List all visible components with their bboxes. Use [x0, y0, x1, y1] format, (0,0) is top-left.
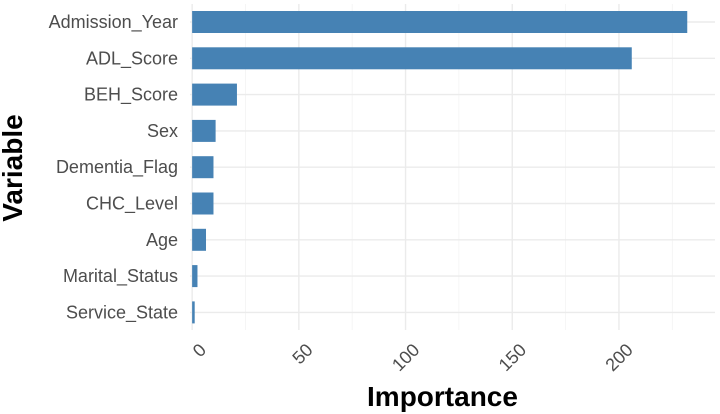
- y-tick-label: Age: [146, 230, 178, 250]
- x-axis-title: Importance: [367, 381, 518, 412]
- y-tick-label: CHC_Level: [86, 194, 178, 215]
- y-tick-labels: Admission_Year ADL_Score BEH_Score Sex Demen…: [49, 12, 178, 323]
- y-tick-label: BEH_Score: [84, 85, 178, 106]
- x-tick-label: 0: [189, 340, 210, 361]
- bar-age: [192, 228, 207, 251]
- bar-marital-status: [192, 265, 198, 288]
- y-tick-label: Service_State: [66, 302, 178, 323]
- bar-service-state: [192, 301, 195, 324]
- y-tick-label: Admission_Year: [49, 12, 178, 33]
- bar-beh-score: [192, 83, 237, 106]
- bar-chc-level: [192, 192, 214, 215]
- x-tick-label: 50: [288, 340, 316, 368]
- x-tick-label: 200: [601, 340, 636, 375]
- bar-admission-year: [192, 11, 688, 33]
- x-tick-label: 150: [495, 340, 530, 375]
- y-tick-label: ADL_Score: [86, 48, 178, 69]
- bar-dementia-flag: [192, 156, 214, 179]
- x-tick-labels: 0 50 100 150 200: [189, 340, 637, 375]
- bar-adl-score: [192, 47, 632, 70]
- y-tick-label: Dementia_Flag: [56, 157, 178, 178]
- y-axis-title: Variable: [0, 114, 28, 221]
- y-tick-label: Marital_Status: [63, 266, 178, 287]
- x-tick-label: 100: [388, 340, 423, 375]
- bar-sex: [192, 119, 216, 142]
- bars: [192, 11, 688, 324]
- y-tick-label: Sex: [147, 121, 178, 141]
